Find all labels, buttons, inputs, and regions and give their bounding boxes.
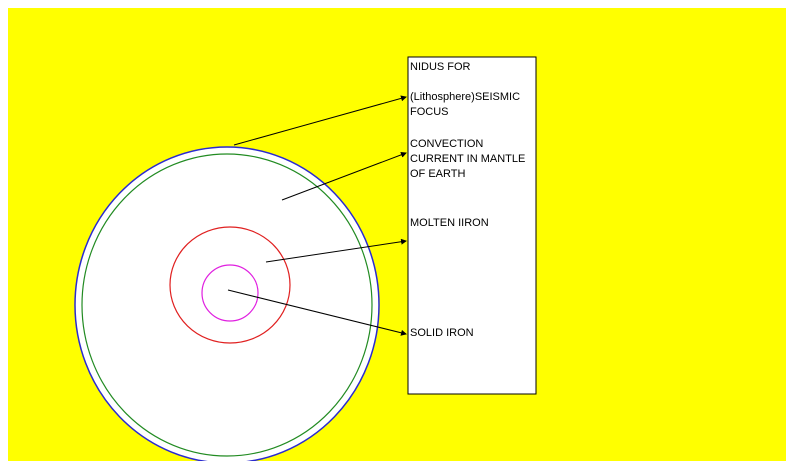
crust-circle [75,147,379,461]
label-line: NIDUS FOR [410,61,471,73]
label-line: FOCUS [410,106,449,118]
slide: NIDUS FOR (Lithosphere)SEISMIC FOCUS CONVEC… [0,0,788,461]
label: MOLTEN IIRON [410,217,489,229]
label-line: (Lithosphere)SEISMIC [410,91,520,103]
label-line: OF EARTH [410,168,465,180]
label-line: SOLID IRON [410,327,474,339]
label-line: MOLTEN IIRON [410,217,489,229]
label-line: CURRENT IN MANTLE [410,153,525,165]
label: SOLID IRON [410,327,474,339]
label: NIDUS FOR [410,61,471,73]
label-line: CONVECTION [410,138,483,150]
